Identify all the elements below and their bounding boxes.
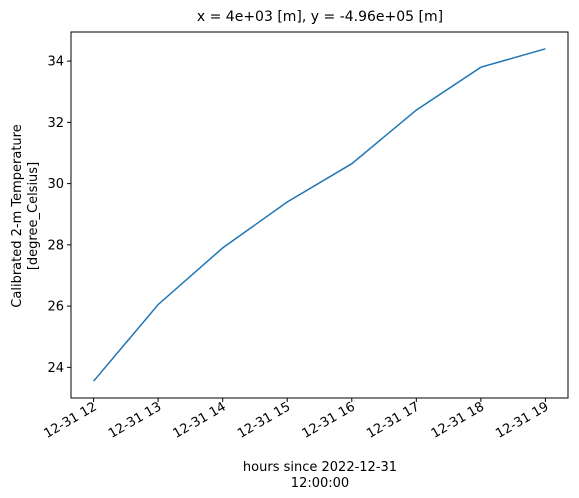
x-tick-label: 12-31 16 bbox=[300, 399, 358, 441]
x-tick-label: 12-31 13 bbox=[106, 399, 164, 441]
y-axis: 24 26 28 30 32 34 bbox=[47, 55, 71, 376]
x-tick-label: 12-31 19 bbox=[493, 399, 551, 441]
y-tick-label: 32 bbox=[47, 116, 64, 131]
chart-title: x = 4e+03 [m], y = -4.96e+05 [m] bbox=[197, 9, 443, 25]
axes-frame bbox=[70, 31, 569, 399]
y-axis-label-line-2: [degree_Celsius] bbox=[26, 162, 41, 270]
series-line-0 bbox=[93, 48, 546, 382]
y-tick-label: 26 bbox=[47, 300, 64, 315]
plot-area bbox=[93, 48, 546, 382]
x-tick-label: 12-31 14 bbox=[171, 399, 229, 441]
x-axis: 12-31 12 12-31 13 12-31 14 12-31 15 12-31 16… bbox=[41, 398, 551, 442]
y-axis-label-line-1: Calibrated 2-m Temperature bbox=[10, 124, 25, 307]
x-tick-label: 12-31 12 bbox=[41, 399, 99, 441]
x-tick-label: 12-31 17 bbox=[364, 399, 422, 441]
y-tick-label: 30 bbox=[47, 177, 64, 192]
x-axis-label-line-2: 12:00:00 bbox=[291, 476, 349, 491]
x-axis-label-line-1: hours since 2022-12-31 bbox=[243, 460, 397, 475]
x-tick-label: 12-31 15 bbox=[235, 399, 293, 441]
y-tick-label: 28 bbox=[47, 238, 64, 253]
y-tick-label: 24 bbox=[47, 361, 64, 376]
y-tick-label: 34 bbox=[47, 55, 64, 70]
x-tick-label: 12-31 18 bbox=[429, 399, 487, 441]
